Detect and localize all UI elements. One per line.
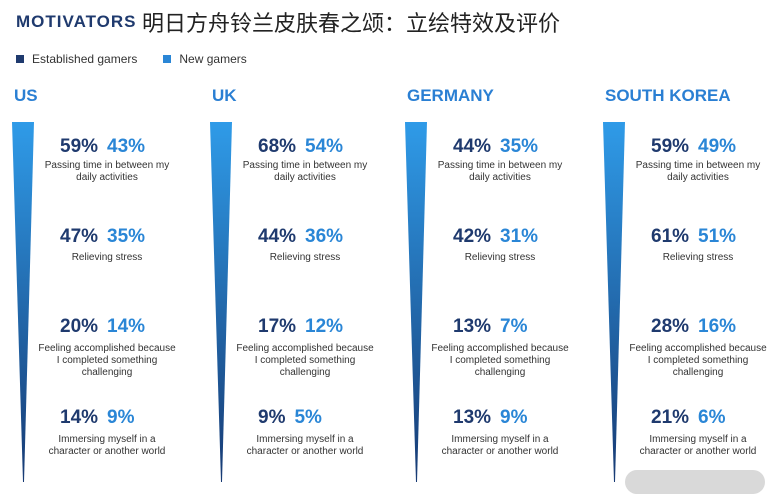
watermark-stamp xyxy=(625,470,765,494)
value-established: 61% xyxy=(651,226,690,247)
value-new: 35% xyxy=(500,136,539,157)
motivator-label: Relieving stress xyxy=(71,252,143,263)
value-new: 12% xyxy=(305,316,344,337)
value-new: 9% xyxy=(500,407,528,428)
country-title-uk: UK xyxy=(212,86,237,105)
country-title-us: US xyxy=(14,86,38,105)
value-pair-uk-2: 17% 12% xyxy=(258,316,343,338)
wedge-shape-germany xyxy=(405,122,427,482)
value-pair-us-1: 47% 35% xyxy=(60,226,145,248)
motivator-label: Immersing myself in a character or anoth… xyxy=(639,434,757,457)
motivator-label: Passing time in between my daily activit… xyxy=(635,160,761,183)
value-established: 59% xyxy=(651,136,690,157)
value-new: 7% xyxy=(500,316,528,337)
value-established: 9% xyxy=(258,407,286,428)
value-new: 43% xyxy=(107,136,146,157)
value-new: 5% xyxy=(294,407,322,428)
value-established: 14% xyxy=(60,407,99,428)
value-pair-germany-3: 13% 9% xyxy=(453,407,528,429)
legend-item-established: Established gamers xyxy=(16,52,137,66)
value-established: 47% xyxy=(60,226,99,247)
wedge-shape-us xyxy=(12,122,34,482)
motivator-label: Immersing myself in a character or anoth… xyxy=(48,434,166,457)
value-new: 36% xyxy=(305,226,344,247)
value-pair-us-0: 59% 43% xyxy=(60,136,145,158)
value-pair-uk-0: 68% 54% xyxy=(258,136,343,158)
motivator-label: Passing time in between my daily activit… xyxy=(437,160,563,183)
motivator-label: Immersing myself in a character or anoth… xyxy=(441,434,559,457)
value-pair-us-3: 14% 9% xyxy=(60,407,135,429)
country-title-germany: GERMANY xyxy=(407,86,494,105)
value-pair-uk-3: 9% 5% xyxy=(258,407,322,429)
value-established: 21% xyxy=(651,407,690,428)
legend-swatch-new xyxy=(163,55,172,63)
wedge-uk xyxy=(210,122,232,482)
value-established: 17% xyxy=(258,316,297,337)
wedge-germany xyxy=(405,122,427,482)
wedge-shape-south-korea xyxy=(603,122,625,482)
wedge-shape-uk xyxy=(210,122,232,482)
value-pair-uk-1: 44% 36% xyxy=(258,226,343,248)
motivator-label: Immersing myself in a character or anoth… xyxy=(246,434,364,457)
value-established: 44% xyxy=(258,226,297,247)
value-new: 49% xyxy=(698,136,737,157)
value-established: 13% xyxy=(453,316,492,337)
motivator-label: Relieving stress xyxy=(464,252,536,263)
motivator-label: Passing time in between my daily activit… xyxy=(242,160,368,183)
legend-swatch-established xyxy=(16,55,24,63)
value-new: 16% xyxy=(698,316,737,337)
motivator-label: Feeling accomplished because I completed… xyxy=(629,343,767,378)
wedge-south-korea xyxy=(603,122,625,482)
motivator-label: Feeling accomplished because I completed… xyxy=(38,343,176,378)
motivator-label: Feeling accomplished because I completed… xyxy=(236,343,374,378)
value-established: 13% xyxy=(453,407,492,428)
value-pair-south-korea-3: 21% 6% xyxy=(651,407,726,429)
overlay-title: 明日方舟铃兰皮肤春之颂：立绘特效及评价 xyxy=(142,12,561,37)
value-new: 31% xyxy=(500,226,539,247)
wedge-us xyxy=(12,122,34,482)
legend-item-new: New gamers xyxy=(163,52,247,66)
value-new: 6% xyxy=(698,407,726,428)
value-pair-germany-2: 13% 7% xyxy=(453,316,528,338)
value-new: 51% xyxy=(698,226,737,247)
motivator-label: Relieving stress xyxy=(662,252,734,263)
value-new: 54% xyxy=(305,136,344,157)
value-pair-south-korea-1: 61% 51% xyxy=(651,226,736,248)
value-established: 42% xyxy=(453,226,492,247)
value-pair-germany-1: 42% 31% xyxy=(453,226,538,248)
value-established: 59% xyxy=(60,136,99,157)
value-established: 44% xyxy=(453,136,492,157)
value-pair-south-korea-2: 28% 16% xyxy=(651,316,736,338)
motivator-label: Feeling accomplished because I completed… xyxy=(431,343,569,378)
motivator-label: Relieving stress xyxy=(269,252,341,263)
value-established: 20% xyxy=(60,316,99,337)
country-title-south-korea: SOUTH KOREA xyxy=(605,86,731,105)
value-new: 14% xyxy=(107,316,146,337)
page-title: MOTIVATORS xyxy=(16,12,137,31)
value-pair-us-2: 20% 14% xyxy=(60,316,145,338)
value-pair-germany-0: 44% 35% xyxy=(453,136,538,158)
value-pair-south-korea-0: 59% 49% xyxy=(651,136,736,158)
value-established: 28% xyxy=(651,316,690,337)
value-new: 35% xyxy=(107,226,146,247)
value-new: 9% xyxy=(107,407,135,428)
legend-label-new: New gamers xyxy=(179,52,247,66)
legend-label-established: Established gamers xyxy=(32,52,138,66)
legend: Established gamers New gamers xyxy=(16,52,247,66)
motivator-label: Passing time in between my daily activit… xyxy=(44,160,170,183)
value-established: 68% xyxy=(258,136,297,157)
